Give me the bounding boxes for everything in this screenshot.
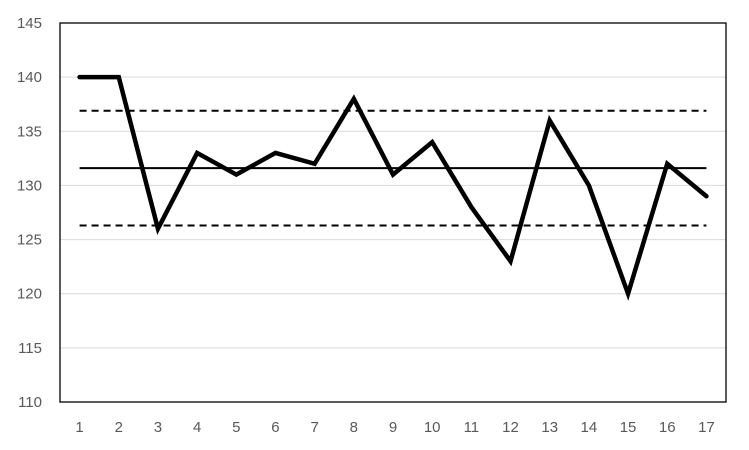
data-point bbox=[234, 173, 238, 177]
y-tick-label: 145 bbox=[17, 15, 42, 32]
x-tick-label: 4 bbox=[193, 419, 201, 436]
data-point bbox=[273, 151, 277, 155]
x-tick-label: 5 bbox=[232, 419, 240, 436]
x-tick-label: 9 bbox=[389, 419, 397, 436]
x-axis-tick-labels: 1 2 3 4 5 6 7 8 9 10 11 12 13 14 15 16 17 bbox=[75, 419, 714, 436]
x-tick-label: 15 bbox=[620, 419, 637, 436]
data-point bbox=[156, 227, 160, 231]
x-tick-label: 16 bbox=[659, 419, 676, 436]
y-tick-label: 115 bbox=[18, 340, 42, 357]
y-tick-label: 140 bbox=[17, 69, 42, 86]
data-point bbox=[469, 205, 473, 209]
x-tick-label: 7 bbox=[310, 419, 318, 436]
series-group bbox=[77, 74, 709, 301]
y-tick-label: 130 bbox=[17, 177, 42, 194]
data-point bbox=[704, 194, 708, 198]
y-tick-label: 120 bbox=[17, 286, 42, 303]
data-point bbox=[430, 140, 434, 144]
data-point bbox=[117, 75, 121, 79]
gridlines bbox=[60, 76, 726, 349]
y-axis-tick-labels: 110 115 120 125 130 135 140 145 bbox=[17, 15, 42, 411]
data-point bbox=[509, 259, 513, 263]
x-tick-label: 17 bbox=[698, 419, 715, 436]
x-tick-label: 11 bbox=[464, 419, 480, 436]
plot-border bbox=[59, 22, 727, 403]
x-tick-label: 1 bbox=[75, 419, 83, 436]
data-point bbox=[626, 292, 630, 296]
data-point bbox=[587, 183, 591, 187]
x-tick-label: 8 bbox=[350, 419, 358, 436]
x-tick-label: 13 bbox=[541, 419, 558, 436]
data-point bbox=[195, 151, 199, 155]
data-point bbox=[78, 75, 82, 79]
data-point bbox=[548, 118, 552, 122]
x-tick-label: 6 bbox=[271, 419, 279, 436]
y-tick-label: 135 bbox=[17, 123, 42, 140]
data-point bbox=[352, 97, 356, 101]
x-tick-label: 12 bbox=[502, 419, 519, 436]
x-tick-label: 14 bbox=[581, 419, 598, 436]
data-point bbox=[665, 162, 669, 166]
data-point bbox=[313, 162, 317, 166]
data-point bbox=[391, 173, 395, 177]
y-tick-label: 125 bbox=[17, 232, 42, 249]
reference-lines bbox=[79, 109, 707, 227]
x-tick-label: 3 bbox=[154, 419, 162, 436]
x-tick-label: 2 bbox=[115, 419, 123, 436]
y-tick-label: 110 bbox=[18, 394, 42, 411]
x-tick-label: 10 bbox=[424, 419, 441, 436]
